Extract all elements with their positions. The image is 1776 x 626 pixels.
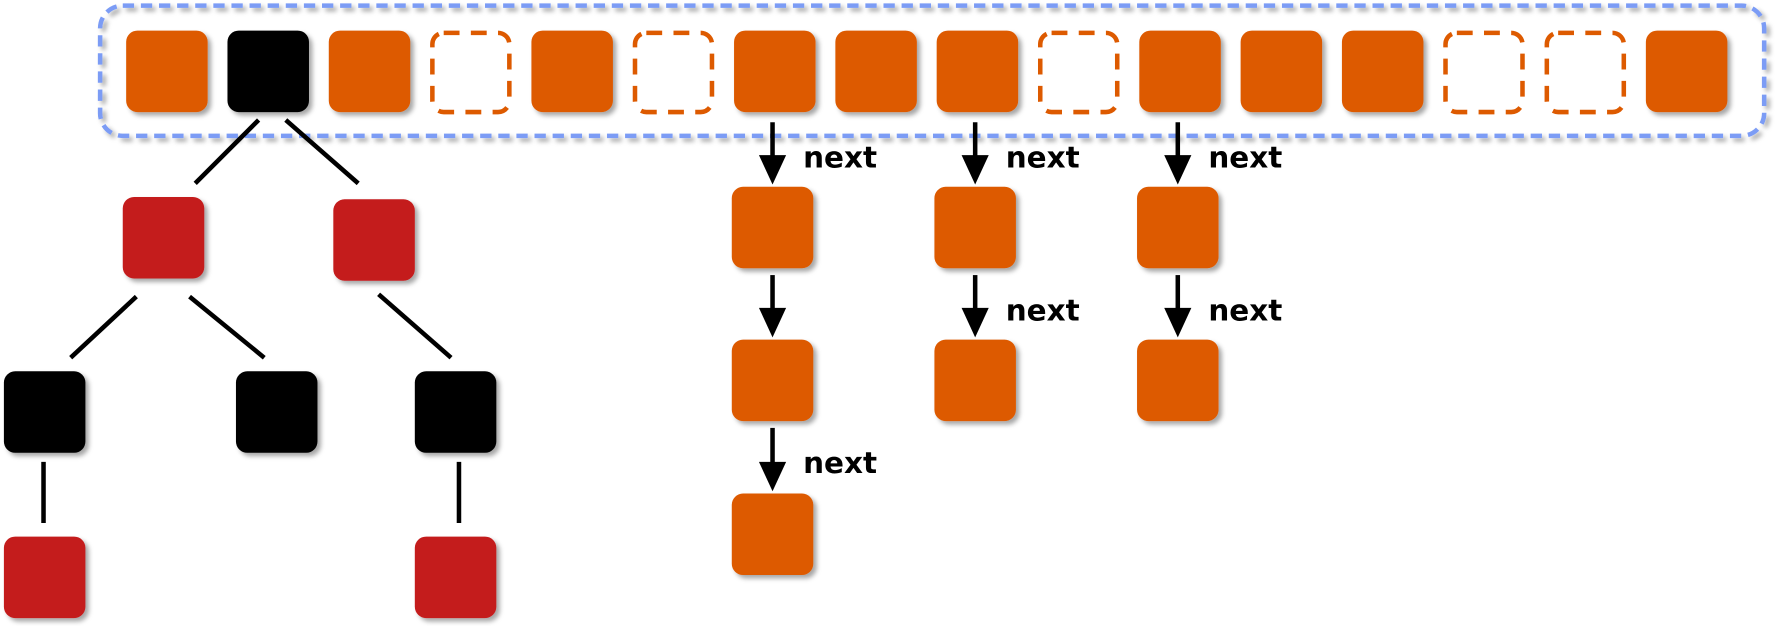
empty-bucket	[1037, 30, 1120, 115]
red-tree-node	[333, 199, 415, 281]
empty-bucket	[1443, 30, 1525, 115]
bucket	[328, 30, 411, 113]
bucket	[531, 30, 613, 113]
tree-edge	[69, 294, 138, 360]
chain-node	[1137, 339, 1219, 422]
bucket	[835, 30, 917, 113]
next-label: next	[803, 141, 877, 175]
next-label: next	[1208, 141, 1282, 175]
bucket	[1139, 30, 1221, 113]
red-tree-node	[414, 536, 497, 619]
bucket	[734, 30, 816, 113]
bucket	[1240, 30, 1323, 113]
next-arrow-head	[961, 307, 989, 338]
tree-edge	[193, 118, 261, 185]
next-arrow-head	[961, 155, 989, 185]
black-tree-node	[235, 371, 318, 453]
bucket	[126, 30, 208, 113]
chain-node	[934, 339, 1016, 422]
black-tree-node	[414, 371, 497, 453]
red-tree-node	[122, 196, 205, 279]
black-tree-node	[3, 371, 86, 453]
next-arrow-head	[1164, 307, 1192, 338]
bucket	[1341, 30, 1424, 113]
chain-node	[934, 186, 1016, 269]
chain-node	[731, 493, 814, 576]
tree-edge	[188, 294, 266, 360]
chain-node	[731, 186, 814, 269]
empty-bucket	[430, 30, 512, 115]
chain-node	[731, 339, 814, 422]
tree-bucket	[227, 30, 309, 113]
bucket	[936, 30, 1019, 113]
next-label: next	[1006, 293, 1080, 327]
tree-edge	[284, 118, 360, 186]
bucket	[1645, 30, 1728, 113]
next-arrow-head	[758, 307, 787, 338]
next-label: next	[1006, 141, 1080, 175]
empty-bucket	[1544, 30, 1627, 115]
chain-node	[1137, 186, 1219, 269]
red-tree-node	[3, 536, 86, 619]
empty-bucket	[632, 30, 715, 115]
tree-edge	[377, 292, 453, 360]
next-arrow-head	[758, 461, 787, 492]
next-arrow-head	[1164, 155, 1192, 185]
next-label: next	[803, 446, 877, 480]
next-label: next	[1208, 293, 1282, 327]
next-arrow-head	[758, 155, 787, 185]
